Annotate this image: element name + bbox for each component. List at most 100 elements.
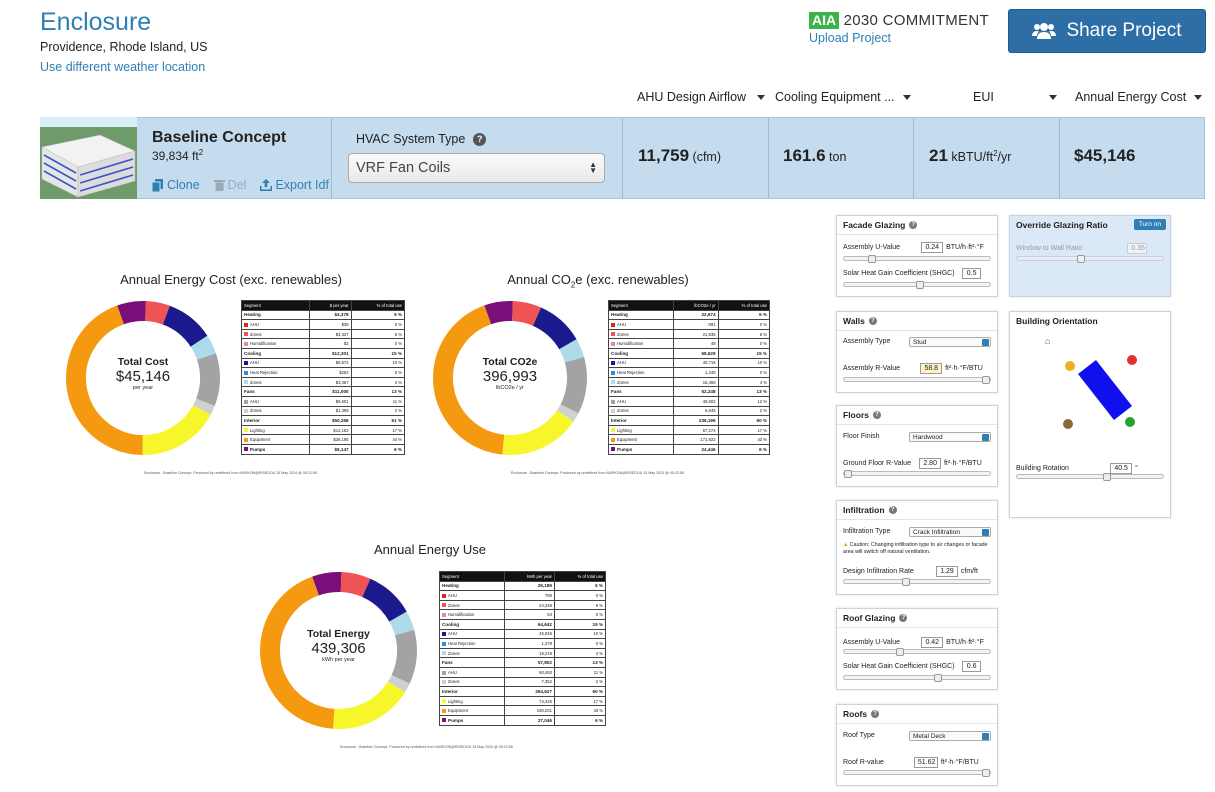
slider-handle[interactable] xyxy=(896,648,904,656)
turn-on-button[interactable]: Turn on xyxy=(1133,219,1166,230)
donut-segment-pumps xyxy=(484,301,513,325)
donut-segment-heating_zones xyxy=(511,301,542,327)
column-select-eui[interactable]: EUI xyxy=(973,90,1057,104)
column-select-cost[interactable]: Annual Energy Cost xyxy=(1075,90,1202,104)
table-row: Cooling 58,629 15 % xyxy=(607,347,771,359)
slider-handle[interactable] xyxy=(868,255,876,263)
help-icon[interactable]: ? xyxy=(473,132,487,146)
table-row: Zones 7,352 2 % xyxy=(439,676,607,688)
facade-u-slider[interactable] xyxy=(843,255,991,263)
concept-name[interactable]: Baseline Concept xyxy=(152,129,287,146)
roof-r-input[interactable]: 51.62 xyxy=(913,757,938,768)
floor-r-slider[interactable] xyxy=(843,470,991,478)
upload-project-link[interactable]: Upload Project xyxy=(809,31,891,45)
rotation-input[interactable]: 40.5 xyxy=(1109,463,1132,474)
column-select-cooling[interactable]: Cooling Equipment ... xyxy=(775,90,911,104)
roof-u-input[interactable]: 0.42 xyxy=(921,637,944,648)
help-icon[interactable]: ? xyxy=(909,221,918,229)
column-select-airflow[interactable]: AHU Design Airflow xyxy=(637,90,765,104)
help-icon[interactable]: ? xyxy=(899,614,908,622)
rotation-slider[interactable] xyxy=(1016,473,1164,481)
orientation-compass[interactable]: ⌂ xyxy=(1018,332,1164,452)
floor-r-input[interactable]: 2.80 xyxy=(918,458,941,469)
chevron-down-icon xyxy=(903,94,911,100)
segment-cell: Humidification xyxy=(607,338,675,349)
hvac-system-select[interactable]: VRF Fan Coils ▲ ▼ xyxy=(348,153,605,183)
infiltration-type-select[interactable]: Crack Infiltration xyxy=(909,527,991,537)
facade-shgc-input[interactable]: 0.5 xyxy=(961,268,981,279)
roof-type-select[interactable]: Metal Deck xyxy=(909,731,991,741)
percent-cell: 60 % xyxy=(717,415,771,426)
legend-swatch xyxy=(611,322,615,327)
weather-location-link[interactable]: Use different weather location xyxy=(40,60,206,74)
value-cell: $12,301 xyxy=(308,347,352,359)
clone-button[interactable]: Clone xyxy=(152,178,200,192)
donut-center-title: Total CO2e xyxy=(482,356,538,368)
slider-handle[interactable] xyxy=(934,674,942,682)
value-cell: 171,922 xyxy=(673,434,719,445)
value-cell: 45,602 xyxy=(673,395,719,407)
slider-handle[interactable] xyxy=(982,376,990,384)
percent-cell: 13 % xyxy=(350,386,406,397)
infiltration-rate-slider[interactable] xyxy=(843,578,991,586)
metric-unit: ton xyxy=(829,150,847,164)
value-cell: 6,646 xyxy=(673,405,719,417)
percent-cell: 60 % xyxy=(553,686,607,697)
field-unit: cfm/ft xyxy=(960,568,978,575)
roof-u-slider[interactable] xyxy=(843,648,991,656)
help-icon[interactable]: ? xyxy=(868,317,877,325)
floor-finish-row: Floor Finish xyxy=(843,433,880,440)
floor-r-row: Ground Floor R-Value 2.80 ft²·h·°F/BTU xyxy=(843,458,982,469)
divider xyxy=(913,118,914,198)
share-project-button[interactable]: Share Project xyxy=(1008,9,1206,53)
field-label: Design Infiltration Rate xyxy=(843,568,914,575)
legend-swatch xyxy=(244,342,248,347)
value-cell: $9,601 xyxy=(308,395,352,407)
walls-r-input[interactable]: 58.8 xyxy=(920,363,943,374)
metric-cooling: 161.6 ton xyxy=(783,146,846,166)
metric-value: 11,759 xyxy=(638,146,690,165)
export-idf-button[interactable]: Export Idf xyxy=(260,178,329,192)
cost-chart-footnote: Enclosure - Baseline Concept. Produced b… xyxy=(144,471,317,475)
select-arrows-icon: ▲ ▼ xyxy=(589,160,597,175)
facade-shgc-slider[interactable] xyxy=(843,281,991,289)
slider-handle[interactable] xyxy=(902,578,910,586)
donut-segment-heating_zones xyxy=(144,301,170,325)
infiltration-type-row: Infiltration Type xyxy=(843,528,890,535)
help-icon[interactable]: ? xyxy=(888,506,897,514)
help-icon[interactable]: ? xyxy=(872,411,881,419)
percent-cell: 61 % xyxy=(350,415,406,426)
floor-finish-select[interactable]: Hardwood xyxy=(909,432,991,442)
legend-swatch xyxy=(244,399,248,404)
percent-cell: 0 % xyxy=(553,609,607,620)
donut-segment-fans xyxy=(560,356,587,414)
slider-handle[interactable] xyxy=(1103,473,1111,481)
roof-r-slider[interactable] xyxy=(843,769,991,777)
panel-header: Facade Glazing? xyxy=(837,216,997,235)
location-label: Providence, Rhode Island, US xyxy=(40,40,208,54)
walls-r-slider[interactable] xyxy=(843,376,991,384)
slider-handle[interactable] xyxy=(844,470,852,478)
field-label: Assembly Type xyxy=(843,338,891,345)
slider-handle[interactable] xyxy=(1077,255,1085,263)
walls-type-select[interactable]: Stud xyxy=(909,337,991,347)
table-row: Humidification $3 0 % xyxy=(241,338,406,349)
slider-handle[interactable] xyxy=(982,769,990,777)
help-icon[interactable]: ? xyxy=(871,710,880,718)
donut-segment-lighting xyxy=(142,404,211,455)
wwr-slider[interactable] xyxy=(1016,255,1164,263)
divider xyxy=(1059,118,1060,198)
roof-shgc-slider[interactable] xyxy=(843,674,991,682)
facade-u-input[interactable]: 0.24 xyxy=(921,242,944,253)
percent-cell: 10 % xyxy=(553,628,607,640)
slider-handle[interactable] xyxy=(916,281,924,289)
roof-type-row: Roof Type xyxy=(843,732,875,739)
delete-button[interactable]: Del xyxy=(213,178,246,192)
infiltration-rate-input[interactable]: 1.29 xyxy=(935,566,958,577)
segment-cell: Heat Rejection xyxy=(241,367,310,378)
wwr-input[interactable]: 0.35 xyxy=(1127,243,1148,254)
building-thumbnail[interactable] xyxy=(40,117,137,199)
rotation-row: Building Rotation 40.5 ° xyxy=(1016,463,1166,474)
segment-cell: Pumps xyxy=(607,443,675,455)
roof-shgc-input[interactable]: 0.6 xyxy=(961,661,981,672)
